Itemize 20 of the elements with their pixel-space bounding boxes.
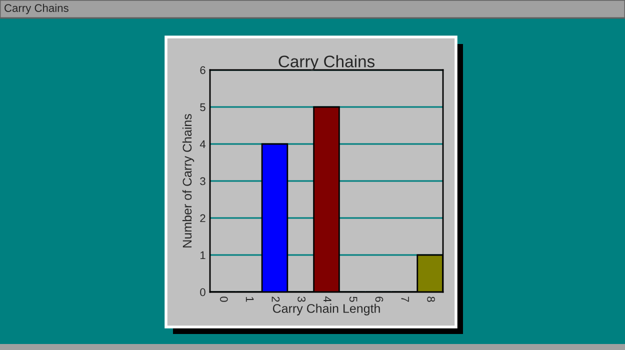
x-tick-label: 8 bbox=[427, 296, 435, 302]
y-tick-label: 1 bbox=[200, 251, 206, 260]
x-tick-label: 7 bbox=[401, 296, 409, 302]
x-tick-label: 6 bbox=[375, 296, 384, 302]
chart-title: Carry Chains bbox=[278, 55, 375, 71]
y-axis-title: Number of Carry Chains bbox=[182, 114, 194, 248]
y-tick-label: 6 bbox=[200, 66, 206, 74]
y-tick-label: 2 bbox=[200, 214, 206, 222]
y-tick-label: 3 bbox=[200, 177, 206, 186]
y-tick-label: 0 bbox=[200, 288, 206, 296]
x-tick-label: 2 bbox=[272, 296, 280, 302]
y-tick-label: 4 bbox=[200, 140, 206, 148]
y-tick-label: 5 bbox=[200, 103, 206, 112]
x-tick-label: 0 bbox=[220, 296, 228, 302]
x-tick-label: 1 bbox=[246, 297, 254, 302]
text: Carry Chains bbox=[4, 4, 68, 14]
x-tick-label: 4 bbox=[324, 296, 332, 302]
x-axis-title: Carry Chain Length bbox=[272, 304, 380, 316]
x-tick-label: 5 bbox=[349, 296, 358, 302]
x-tick-label: 3 bbox=[298, 296, 306, 302]
